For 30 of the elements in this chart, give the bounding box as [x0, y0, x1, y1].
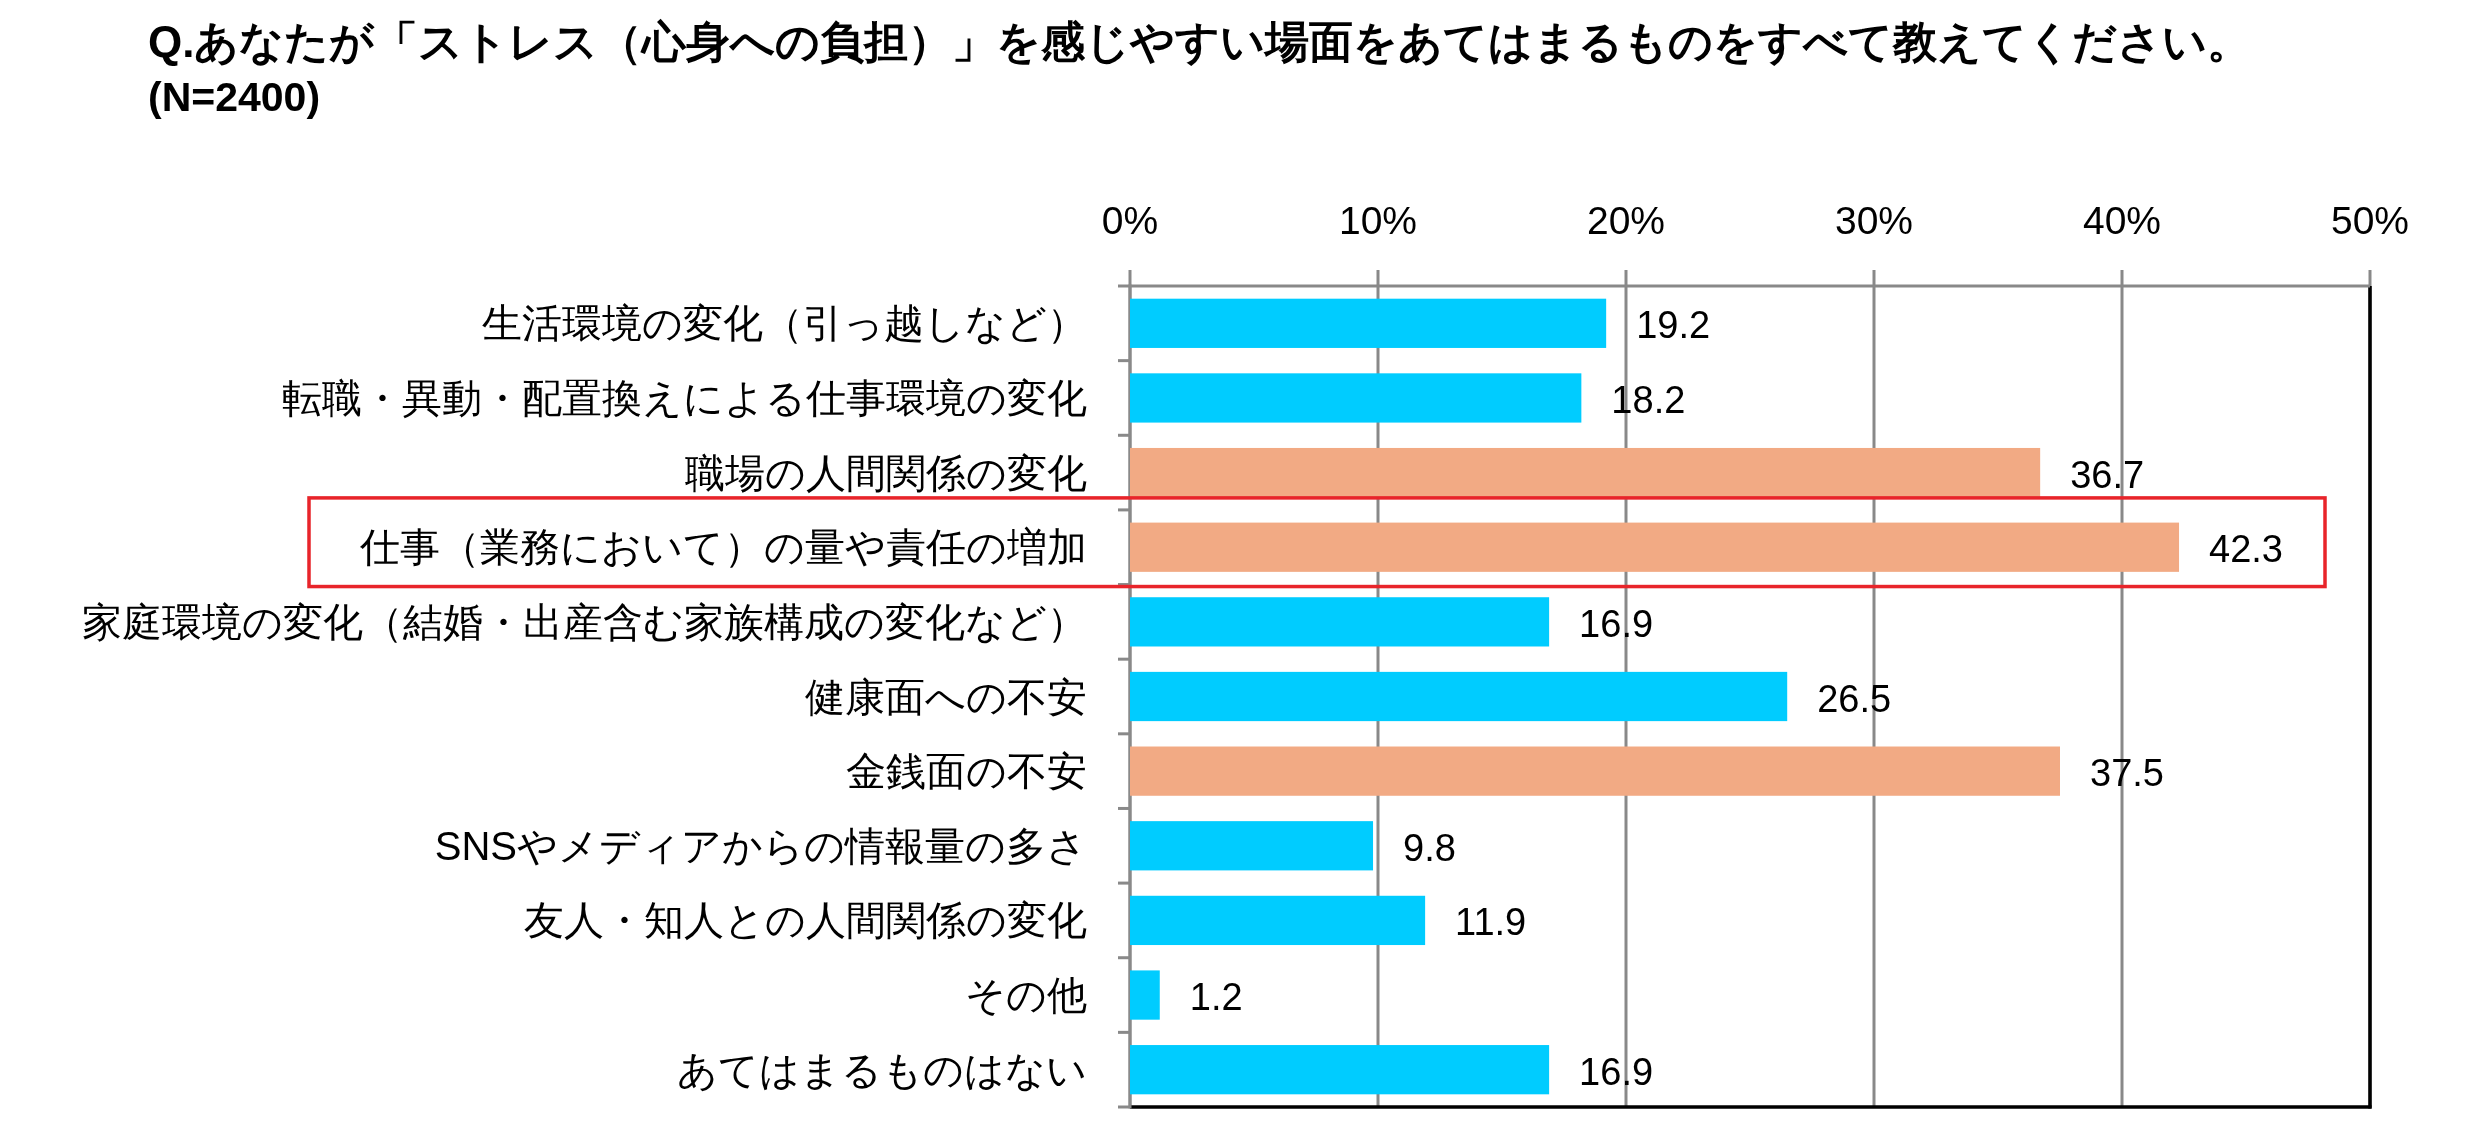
data-label: 26.5	[1817, 677, 1892, 720]
y-tick-label: 家庭環境の変化（結婚・出産含む家族構成の変化など）	[82, 599, 1087, 644]
x-tick-label: 20%	[1586, 198, 1666, 242]
data-label: 16.9	[1579, 1050, 1654, 1093]
y-tick-label: SNSやメディアからの情報量の多さ	[434, 823, 1087, 868]
y-tick-label: 仕事（業務において）の量や責任の増加	[359, 525, 1087, 570]
data-label: 11.9	[1455, 901, 1527, 944]
y-tick-label: 友人・知人との人間関係の変化	[524, 898, 1087, 943]
x-tick-label: 30%	[1834, 198, 1914, 242]
x-tick-label: 0%	[1101, 198, 1159, 242]
data-label: 9.8	[1403, 826, 1456, 869]
data-label: 36.7	[2070, 453, 2145, 496]
y-tick-label: 転職・異動・配置換えによる仕事環境の変化	[282, 375, 1087, 420]
data-label: 18.2	[1611, 378, 1686, 421]
data-label: 42.3	[2209, 528, 2284, 571]
data-label: 37.5	[2090, 752, 2164, 795]
y-tick-label: 生活環境の変化（引っ越しなど）	[482, 301, 1087, 346]
y-tick-label: その他	[965, 973, 1087, 1018]
chart-title: Q.あなたが「ストレス（心身への負担）」を感じやすい場面をあてはまるものをすべて教えてください。	[148, 17, 2252, 66]
y-tick-label: 金銭面の不安	[846, 749, 1087, 794]
x-tick-label: 10%	[1338, 198, 1418, 242]
text: (N=2400)	[148, 74, 321, 120]
y-tick-label: あてはまるものはない	[677, 1047, 1087, 1092]
x-tick-label: 40%	[2082, 198, 2162, 242]
data-label: 1.2	[1189, 976, 1243, 1019]
y-tick-label: 職場の人間関係の変化	[685, 450, 1087, 495]
data-label: 16.9	[1579, 602, 1654, 645]
data-label: 19.2	[1636, 304, 1711, 347]
y-tick-label: 健康面への不安	[805, 674, 1087, 719]
x-tick-label: 50%	[2330, 198, 2410, 242]
